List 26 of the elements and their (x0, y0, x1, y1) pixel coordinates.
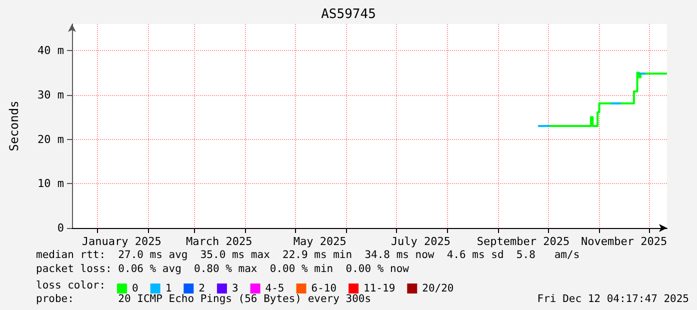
legend-label: 3 (232, 282, 238, 294)
x-tick-label: November 2025 (580, 235, 668, 248)
x-tick-label: March 2025 (186, 235, 252, 248)
text: probe: 20 ICMP Echo Pings (56 Bytes) every 300s (36, 293, 372, 306)
text: Fri Dec 12 04:17:47 2025 (537, 293, 689, 306)
y-tick-label: 0 (57, 222, 64, 234)
y-tick-label: 40 m (38, 44, 64, 58)
legend-label: 1 (165, 282, 172, 294)
chart-title: AS59745 (321, 7, 376, 22)
y-axis-title: Seconds (7, 100, 21, 152)
legend-label: 0 (132, 282, 138, 294)
legend-label: 2 (198, 282, 205, 294)
x-tick-label: September 2025 (476, 235, 570, 248)
legend-label: 6-10 (311, 282, 337, 294)
legend-title: loss color: (36, 280, 106, 292)
x-tick-label: January 2025 (82, 235, 162, 248)
text: median rtt: 27.0 ms avg 35.0 ms max 22.9 ms min 34.8 ms now 4.6 ms sd 5.8 am/s (36, 249, 580, 262)
y-tick-label: 20 m (38, 132, 64, 146)
x-tick-label: May 2025 (293, 235, 346, 248)
y-tick-label: 10 m (38, 177, 64, 190)
legend-label: 11-19 (364, 282, 396, 294)
x-tick-label: July 2025 (390, 235, 451, 248)
y-tick-label: 30 m (38, 88, 64, 102)
legend-label: 4-5 (265, 282, 284, 294)
legend-label: 20/20 (422, 282, 454, 294)
text: packet loss: 0.06 % avg 0.80 % max 0.00 % min 0.00 % now (36, 263, 409, 276)
